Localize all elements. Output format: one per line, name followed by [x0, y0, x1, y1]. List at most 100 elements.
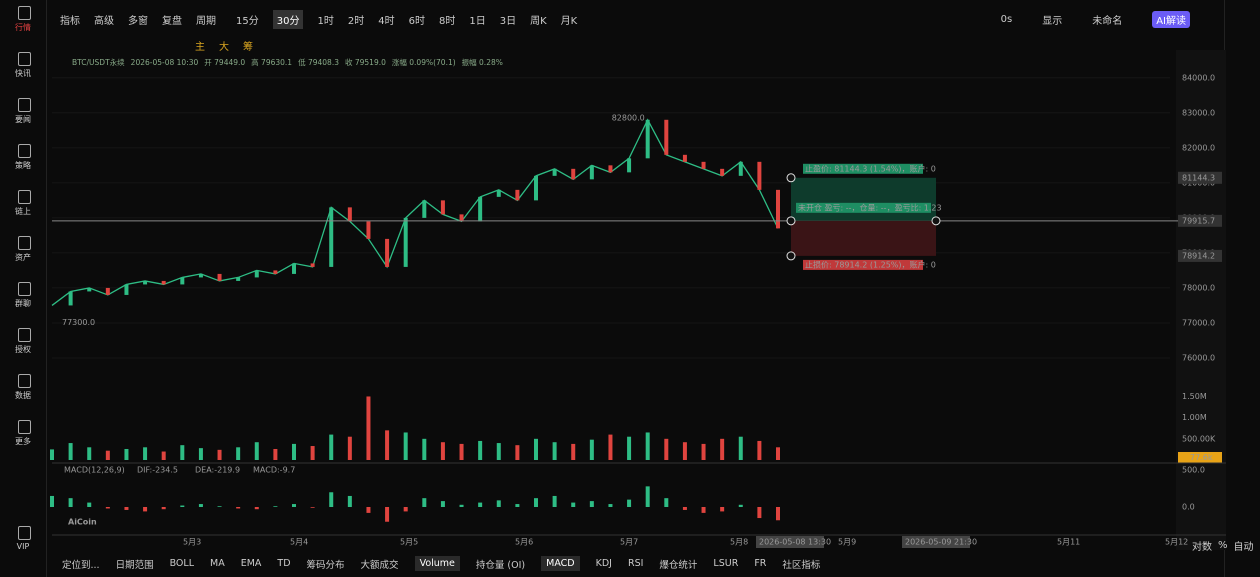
label[interactable]: 对数 — [1192, 542, 1212, 553]
macd-bar — [757, 507, 762, 519]
label[interactable]: 周期 — [196, 16, 216, 27]
label[interactable]: 0s — [1000, 14, 1013, 25]
label[interactable]: % — [1218, 540, 1228, 551]
x-tick-label: 5月5 — [400, 538, 418, 547]
label[interactable]: 筹码分布 — [306, 559, 345, 571]
label[interactable]: 更多 — [0, 414, 46, 460]
candle — [552, 168, 557, 176]
volume-bar — [645, 432, 650, 460]
label: BTC/USDT永续 — [72, 58, 125, 67]
label[interactable]: 爆仓统计 — [659, 559, 698, 571]
macd-bar — [608, 504, 613, 507]
volume-bar — [366, 396, 371, 460]
label[interactable]: 30分 — [272, 10, 304, 29]
x-tick-label: 5月3 — [183, 538, 201, 547]
label[interactable]: 定位到... — [62, 559, 100, 571]
x-tick-label: 5月11 — [1057, 538, 1080, 547]
label[interactable]: 复盘 — [162, 16, 182, 27]
price-tag-label: 81144.3 — [1182, 173, 1215, 182]
label[interactable]: 日期范围 — [115, 559, 154, 571]
macd-bar — [682, 507, 687, 510]
candle — [720, 168, 725, 176]
price-axis-bg — [1176, 50, 1226, 550]
label[interactable]: 快讯 — [0, 46, 46, 92]
macd-bar — [143, 507, 148, 512]
candle — [440, 200, 445, 215]
label[interactable]: 行情 — [0, 0, 46, 46]
volume-bar — [459, 443, 464, 460]
volume-bar — [217, 449, 222, 460]
label[interactable]: 6时 — [408, 16, 425, 27]
label[interactable]: 4时 — [378, 16, 395, 27]
label[interactable]: RSI — [627, 558, 644, 569]
handle — [786, 251, 796, 261]
price-tag — [1178, 171, 1222, 184]
volume-bar — [68, 443, 73, 460]
label[interactable]: 群聊 — [0, 276, 46, 322]
label[interactable]: AI解读 — [1152, 11, 1190, 28]
label[interactable]: 数据 — [0, 368, 46, 414]
volume-bar — [124, 448, 129, 460]
macd-bar — [273, 506, 278, 507]
label[interactable]: 大额成交 — [360, 559, 399, 571]
label[interactable]: TD — [277, 558, 291, 569]
macd-bar — [329, 492, 334, 507]
label: 收 79519.0 — [344, 58, 386, 67]
sidebar: 行情 快讯 要闻 策略 链上 资产 群聊 授权 数据 更多 VIP — [0, 0, 47, 577]
label[interactable]: 社区指标 — [782, 559, 821, 571]
volume-bar — [161, 451, 166, 460]
volume-bar — [236, 447, 241, 460]
label[interactable]: 未命名 — [1092, 16, 1123, 27]
label[interactable]: 大 — [219, 42, 229, 53]
label[interactable]: 3日 — [499, 16, 517, 27]
label[interactable]: VIP — [0, 520, 46, 566]
label[interactable]: 月K — [560, 16, 578, 27]
label[interactable]: Volume — [414, 556, 460, 571]
candle — [310, 263, 315, 267]
label[interactable]: 2时 — [347, 16, 365, 27]
label[interactable]: 链上 — [0, 184, 46, 230]
label[interactable]: FR — [754, 558, 767, 569]
candle — [236, 277, 241, 281]
label[interactable]: 15分 — [236, 16, 259, 27]
label[interactable]: 持仓量 (OI) — [475, 559, 526, 571]
label[interactable]: 策略 — [0, 138, 46, 184]
candle — [422, 200, 427, 218]
label[interactable]: 显示 — [1042, 16, 1063, 27]
label[interactable]: 高级 — [94, 16, 114, 27]
macd-label: MACD(12,26,9) — [64, 466, 125, 475]
macd-bar — [738, 504, 743, 507]
volume-bar — [143, 447, 148, 460]
label[interactable]: 1日 — [469, 16, 486, 27]
label[interactable]: KDJ — [595, 558, 612, 569]
label[interactable]: EMA — [240, 558, 262, 569]
label[interactable]: 8时 — [438, 16, 456, 27]
price-tag — [1178, 249, 1222, 262]
label[interactable]: 要闻 — [0, 92, 46, 138]
label[interactable]: BOLL — [169, 558, 194, 569]
label[interactable]: 资产 — [0, 230, 46, 276]
label[interactable]: 指标 — [60, 16, 80, 27]
position-tag — [803, 163, 923, 174]
label[interactable]: MA — [210, 558, 225, 569]
volume-bar — [738, 436, 743, 460]
volume-bar — [422, 438, 427, 460]
candle — [682, 154, 687, 162]
label[interactable]: 多窗 — [128, 16, 148, 27]
crosshair-label: 2026-05-08 13:30 — [759, 538, 831, 547]
x-tick-label: 5月9 — [838, 538, 856, 547]
label[interactable]: 自动 — [1233, 542, 1254, 553]
label: 开 79449.0 — [204, 58, 246, 67]
label[interactable]: MACD — [541, 556, 580, 571]
right-sidebar — [1224, 0, 1260, 577]
label[interactable]: 授权 — [0, 322, 46, 368]
label[interactable]: 周K — [530, 16, 547, 27]
label[interactable]: 筹 — [243, 42, 253, 53]
label[interactable]: 主 — [195, 42, 205, 53]
volume-bar — [664, 438, 669, 460]
macd-bar — [627, 499, 632, 507]
label[interactable]: LSUR — [713, 558, 739, 569]
macd-bar — [664, 498, 669, 507]
macd-bar — [403, 507, 408, 512]
label[interactable]: 1时 — [317, 16, 334, 27]
